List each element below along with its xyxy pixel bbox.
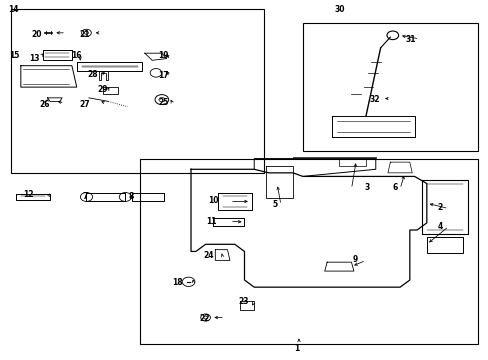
Text: 23: 23: [238, 297, 248, 306]
Text: 28: 28: [87, 70, 98, 79]
Bar: [302, 23, 477, 152]
Bar: [11, 9, 264, 173]
Text: 19: 19: [158, 51, 168, 60]
Text: 5: 5: [271, 200, 277, 209]
Text: 13: 13: [29, 54, 40, 63]
Text: 25: 25: [158, 98, 168, 107]
Text: 9: 9: [352, 255, 357, 264]
Text: 16: 16: [71, 51, 81, 60]
Text: 31: 31: [405, 36, 415, 45]
Text: 14: 14: [8, 5, 19, 14]
Text: 6: 6: [392, 183, 397, 192]
Text: 29: 29: [97, 85, 107, 94]
Text: 3: 3: [364, 183, 369, 192]
Bar: [140, 158, 477, 344]
Text: 20: 20: [31, 31, 41, 40]
Text: 1: 1: [294, 344, 299, 353]
Text: 2: 2: [437, 203, 442, 212]
Text: 7: 7: [82, 192, 88, 201]
Text: 4: 4: [437, 222, 442, 231]
Text: 11: 11: [206, 217, 216, 226]
Text: 24: 24: [203, 251, 214, 260]
Text: 15: 15: [9, 51, 19, 60]
Text: 12: 12: [23, 190, 33, 199]
Text: 22: 22: [199, 314, 209, 323]
Text: 10: 10: [208, 196, 219, 205]
Text: 26: 26: [39, 100, 49, 109]
Text: 17: 17: [158, 71, 168, 80]
Text: 8: 8: [128, 192, 133, 201]
Text: 30: 30: [333, 5, 344, 14]
Text: 27: 27: [80, 100, 90, 109]
Text: 21: 21: [80, 31, 90, 40]
Text: 18: 18: [172, 278, 183, 287]
Text: 32: 32: [369, 95, 379, 104]
